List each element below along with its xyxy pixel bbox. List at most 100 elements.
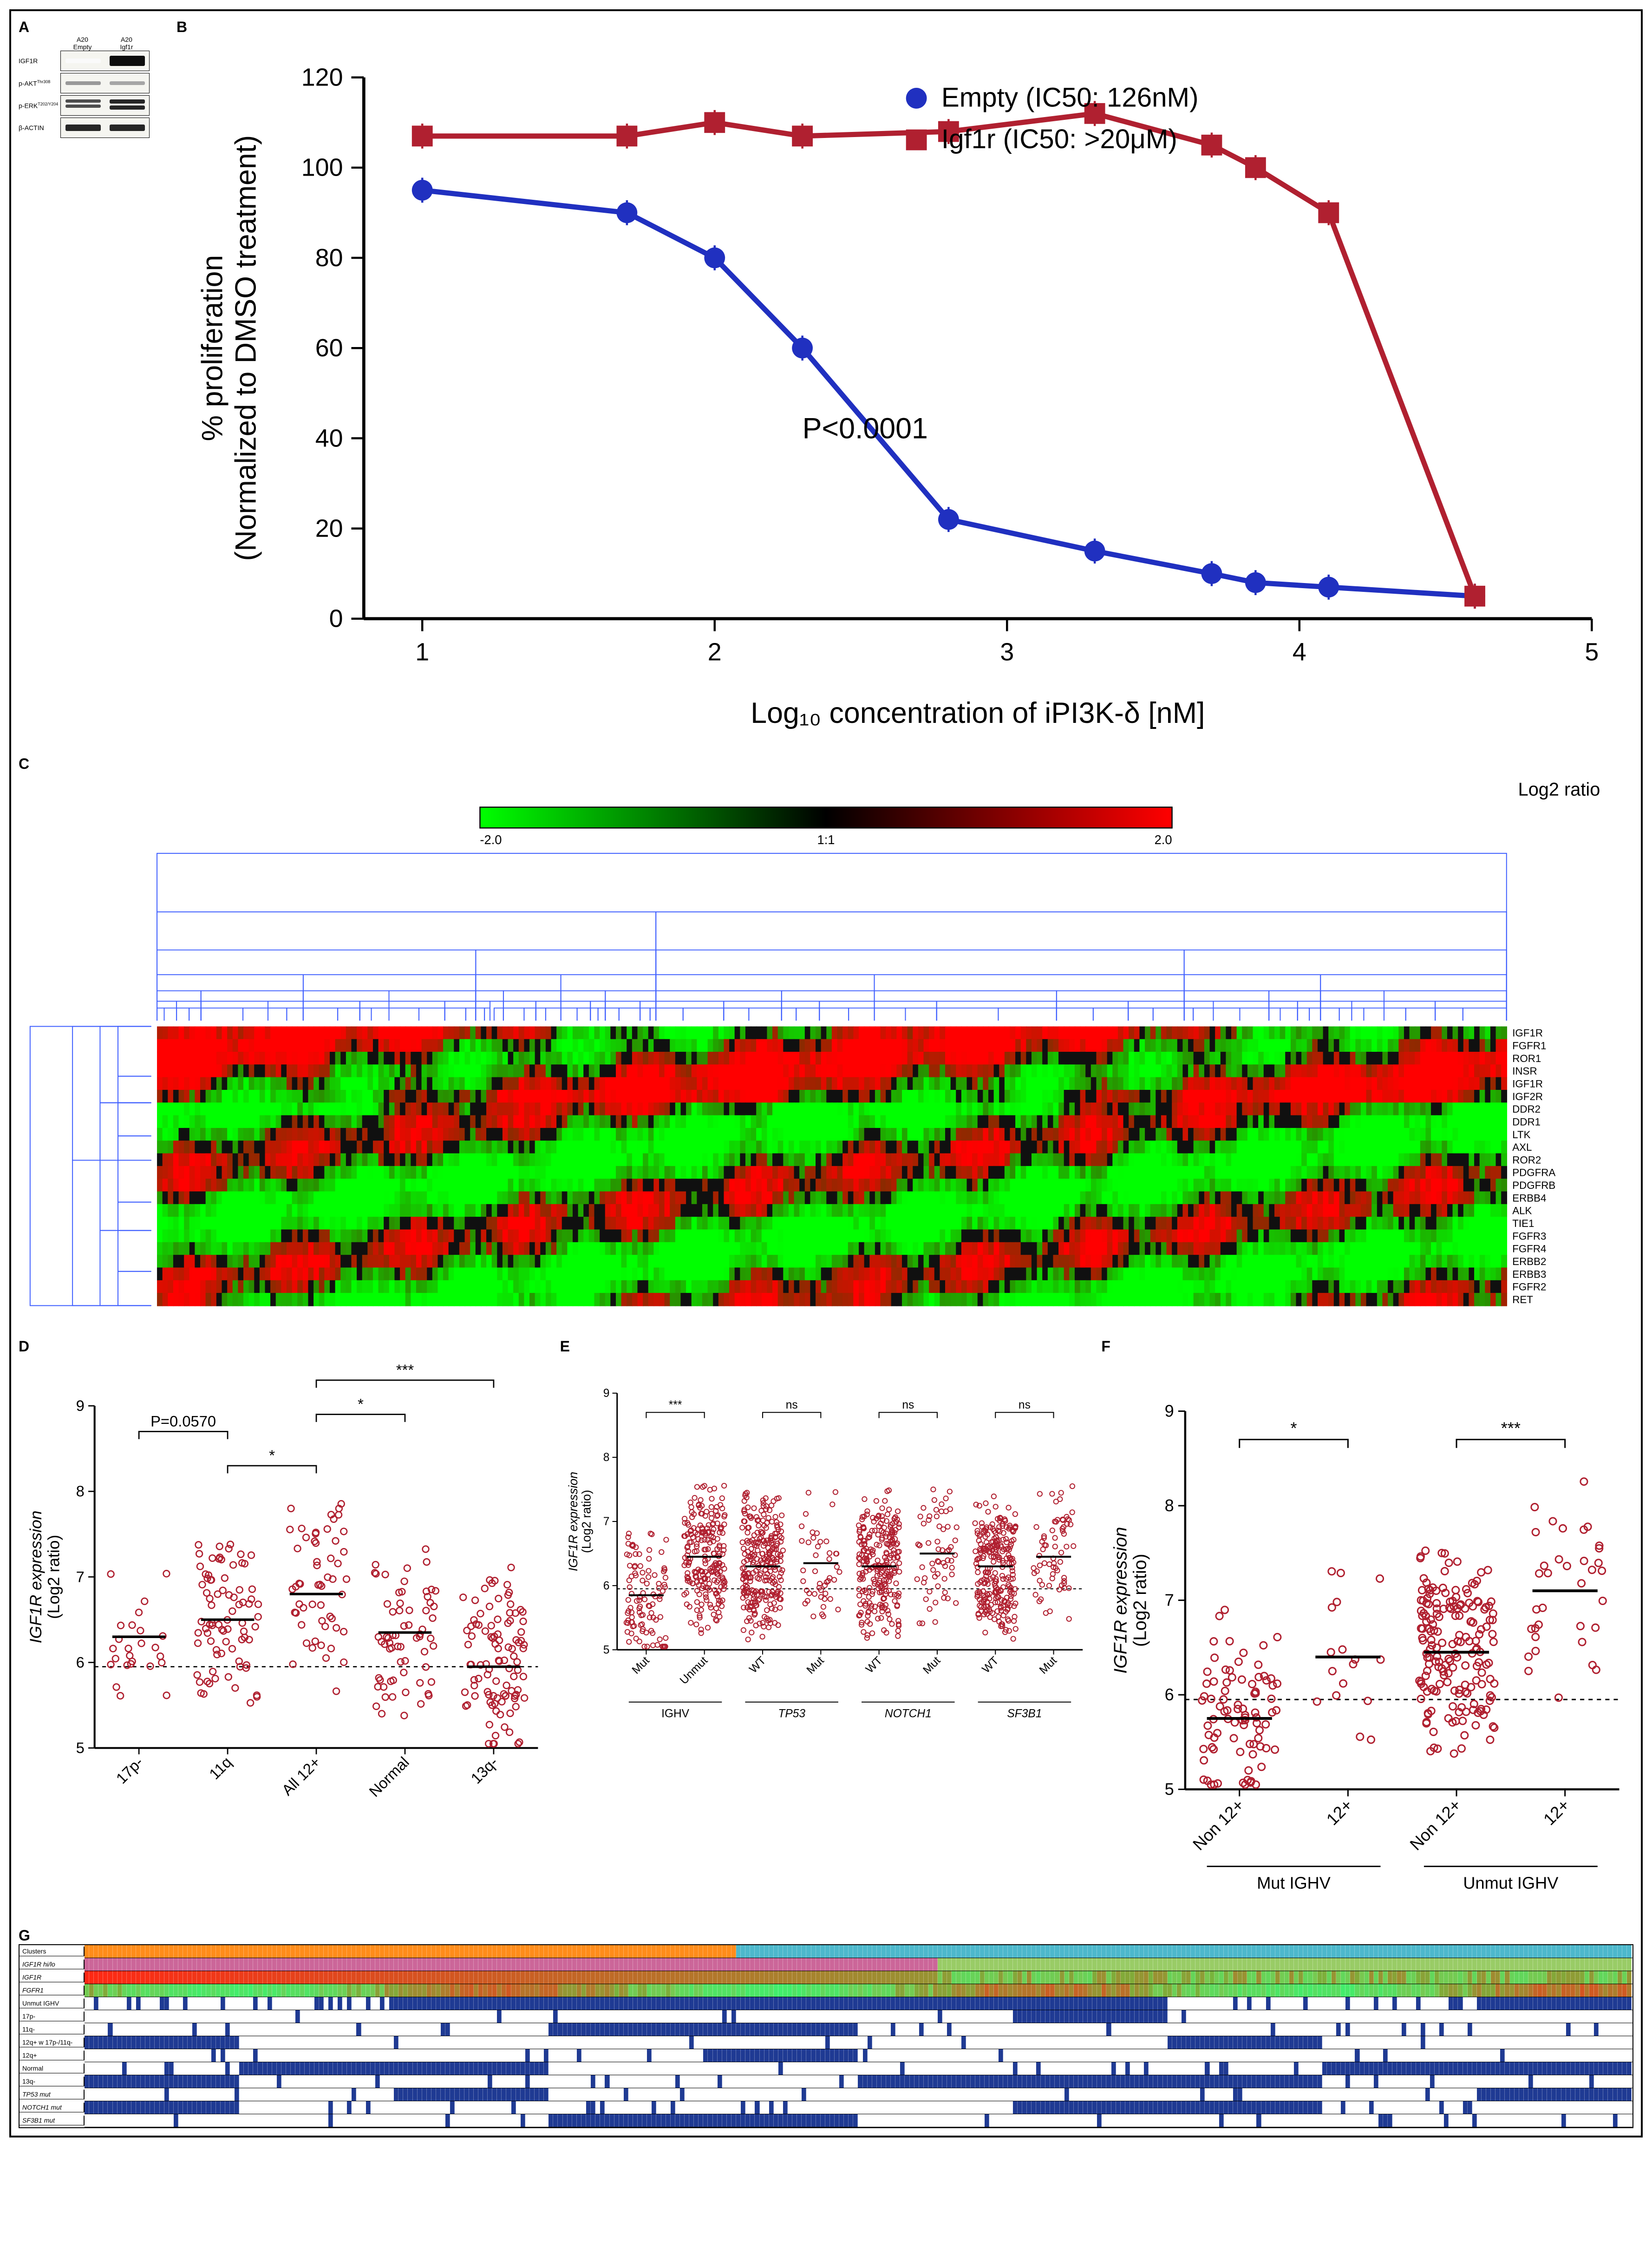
oncoprint-cell <box>1519 2101 1524 2114</box>
oncoprint-cell <box>741 1984 745 1997</box>
oncoprint-cell <box>863 1971 868 1984</box>
oncoprint-cell <box>1580 2049 1585 2062</box>
oncoprint-cell <box>919 1945 924 1958</box>
oncoprint-cell <box>572 2023 577 2036</box>
oncoprint-cell <box>164 2062 169 2075</box>
oncoprint-cell <box>145 1984 150 1997</box>
oncoprint-cell <box>614 1971 619 1984</box>
oncoprint-cell <box>352 1997 356 2010</box>
oncoprint-cell <box>868 2062 872 2075</box>
oncoprint-cell <box>947 2114 952 2127</box>
oncoprint-cell <box>942 1984 947 1997</box>
oncoprint-cell <box>1378 1958 1383 1971</box>
oncoprint-cell <box>1603 2023 1608 2036</box>
oncoprint-cell <box>85 1958 89 1971</box>
oncoprint-cell <box>853 2062 858 2075</box>
oncoprint-cell <box>797 2023 802 2036</box>
oncoprint-cell <box>1524 1958 1528 1971</box>
oncoprint-cell <box>1556 1971 1561 1984</box>
oncoprint-cell <box>1242 1958 1247 1971</box>
oncoprint-cell <box>455 2010 459 2023</box>
oncoprint-cell <box>816 1984 821 1997</box>
oncoprint-cell <box>699 2036 703 2049</box>
oncoprint-cell <box>258 2075 262 2088</box>
oncoprint-cell <box>595 2114 600 2127</box>
svg-text:3: 3 <box>1000 638 1014 666</box>
oncoprint-cell <box>1622 2114 1627 2127</box>
oncoprint-cell <box>1585 2101 1589 2114</box>
oncoprint-cell <box>1542 2036 1547 2049</box>
oncoprint-cell <box>535 2049 539 2062</box>
oncoprint-cell <box>268 1997 272 2010</box>
oncoprint-cell <box>1238 2075 1242 2088</box>
oncoprint-cell <box>910 2049 914 2062</box>
oncoprint-cell <box>1552 2114 1556 2127</box>
oncoprint-cell <box>1580 2088 1585 2101</box>
oncoprint-cell <box>1172 2075 1177 2088</box>
oncoprint-cell <box>586 2023 591 2036</box>
oncoprint-cell <box>441 2036 445 2049</box>
oncoprint-cell <box>1608 1945 1613 1958</box>
oncoprint-cell <box>821 2049 825 2062</box>
oncoprint-cell <box>933 2062 938 2075</box>
oncoprint-cell <box>235 2023 239 2036</box>
oncoprint-cell <box>1116 2010 1121 2023</box>
oncoprint-cell <box>1435 1958 1439 1971</box>
oncoprint-cell <box>666 1958 671 1971</box>
oncoprint-cell <box>1416 1958 1421 1971</box>
oncoprint-cell <box>188 2010 192 2023</box>
oncoprint-cell <box>1139 1971 1144 1984</box>
oncoprint-cell <box>178 1945 183 1958</box>
oncoprint-cell <box>1495 1997 1500 2010</box>
oncoprint-cell <box>994 2075 999 2088</box>
oncoprint-cell <box>492 1945 497 1958</box>
oncoprint-cell <box>1618 1997 1622 2010</box>
oncoprint-cell <box>703 2036 708 2049</box>
oncoprint-cell <box>1191 2114 1195 2127</box>
oncoprint-cell <box>689 2101 694 2114</box>
oncoprint-cell <box>895 2088 900 2101</box>
oncoprint-cell <box>1613 2036 1618 2049</box>
oncoprint-cell <box>1018 2049 1022 2062</box>
oncoprint-cell <box>155 1958 159 1971</box>
oncoprint-cell <box>1266 2101 1271 2114</box>
oncoprint-cell <box>1580 1945 1585 1958</box>
oncoprint-cell <box>952 2010 956 2023</box>
oncoprint-cell <box>1402 1958 1406 1971</box>
oncoprint-cell <box>1186 2036 1191 2049</box>
oncoprint-cell <box>1369 1945 1374 1958</box>
panel-d: D 56789IGF1R expression(Log2 ratio)17p-1… <box>19 1338 551 1918</box>
oncoprint-cell <box>225 2114 230 2127</box>
oncoprint-cell <box>1622 1997 1627 2010</box>
oncoprint-cell <box>952 2062 956 2075</box>
oncoprint-cell <box>755 2036 759 2049</box>
oncoprint-cell <box>206 1945 211 1958</box>
oncoprint-cell <box>1186 2062 1191 2075</box>
oncoprint-cell <box>1266 1945 1271 1958</box>
oncoprint-cell <box>1341 2010 1345 2023</box>
oncoprint-cell <box>1411 2036 1416 2049</box>
oncoprint-cell <box>694 1997 699 2010</box>
oncoprint-cell <box>1528 1945 1533 1958</box>
oncoprint-cell <box>1406 2062 1411 2075</box>
oncoprint-cell <box>671 2088 675 2101</box>
oncoprint-cell <box>1495 2023 1500 2036</box>
oncoprint-cell <box>356 1945 361 1958</box>
oncoprint-cell <box>844 1958 849 1971</box>
oncoprint-cell <box>422 2062 427 2075</box>
oncoprint-cell <box>1219 2036 1224 2049</box>
oncoprint-cell <box>1416 2049 1421 2062</box>
oncoprint-cell <box>1524 2062 1528 2075</box>
oncoprint-cell <box>118 1997 122 2010</box>
oncoprint-cell <box>1327 1945 1332 1958</box>
oncoprint-cell <box>338 1997 342 2010</box>
oncoprint-cell <box>122 2062 127 2075</box>
oncoprint-cell <box>891 2062 895 2075</box>
oncoprint-cell <box>1397 2114 1402 2127</box>
oncoprint-cell <box>947 1984 952 1997</box>
oncoprint-cell <box>295 2036 300 2049</box>
oncoprint-cell <box>516 1971 521 1984</box>
oncoprint-cell <box>811 2010 816 2023</box>
oncoprint-cell <box>1233 2062 1238 2075</box>
oncoprint-cell <box>160 2062 164 2075</box>
